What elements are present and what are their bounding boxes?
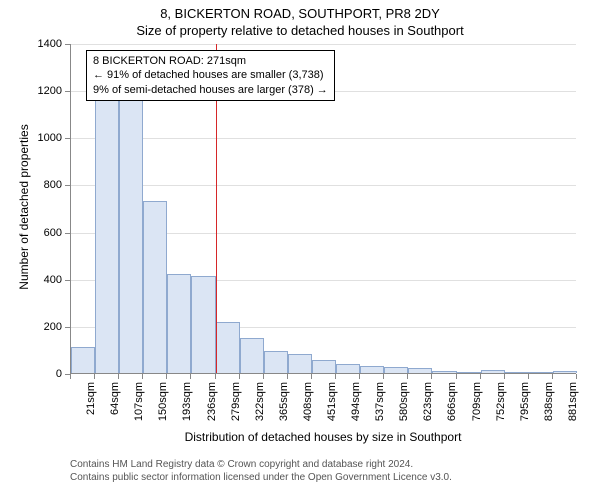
histogram-bar: [457, 372, 481, 373]
ytick-label: 1400: [30, 38, 62, 50]
histogram-bar: [553, 371, 577, 373]
xtick-label: 150sqm: [157, 382, 169, 432]
ytick-mark: [65, 138, 70, 139]
chart-subtitle: Size of property relative to detached ho…: [0, 21, 600, 38]
annotation-box: 8 BICKERTON ROAD: 271sqm ← 91% of detach…: [86, 50, 335, 101]
histogram-bar: [481, 370, 505, 373]
xtick-mark: [190, 374, 191, 379]
ytick-label: 0: [30, 368, 62, 380]
ytick-label: 800: [30, 179, 62, 191]
gridline: [71, 185, 576, 186]
xtick-label: 193sqm: [181, 382, 193, 432]
histogram-bar: [360, 366, 384, 373]
xtick-mark: [456, 374, 457, 379]
xtick-mark: [431, 374, 432, 379]
footer: Contains HM Land Registry data © Crown c…: [70, 458, 452, 484]
histogram-bar: [336, 364, 360, 373]
xtick-mark: [70, 374, 71, 379]
xtick-mark: [528, 374, 529, 379]
histogram-bar: [240, 338, 264, 373]
xtick-mark: [480, 374, 481, 379]
ytick-label: 200: [30, 321, 62, 333]
xtick-mark: [383, 374, 384, 379]
xtick-label: 666sqm: [446, 382, 458, 432]
chart-container: { "title": "8, BICKERTON ROAD, SOUTHPORT…: [0, 0, 600, 500]
footer-line-2: Contains public sector information licen…: [70, 471, 452, 484]
xtick-mark: [142, 374, 143, 379]
histogram-bar: [216, 322, 240, 373]
xtick-mark: [118, 374, 119, 379]
xtick-mark: [94, 374, 95, 379]
histogram-bar: [288, 354, 312, 373]
chart-title: 8, BICKERTON ROAD, SOUTHPORT, PR8 2DY: [0, 0, 600, 21]
histogram-bar: [119, 100, 143, 373]
ytick-label: 1000: [30, 132, 62, 144]
xtick-mark: [576, 374, 577, 379]
xtick-mark: [239, 374, 240, 379]
annotation-line-1: 8 BICKERTON ROAD: 271sqm: [93, 54, 328, 68]
xtick-mark: [166, 374, 167, 379]
histogram-bar: [529, 372, 553, 373]
gridline: [71, 44, 576, 45]
x-axis-label: Distribution of detached houses by size …: [70, 430, 576, 444]
footer-line-1: Contains HM Land Registry data © Crown c…: [70, 458, 452, 471]
xtick-label: 881sqm: [567, 382, 579, 432]
xtick-label: 64sqm: [109, 382, 121, 432]
ytick-mark: [65, 185, 70, 186]
xtick-label: 709sqm: [471, 382, 483, 432]
xtick-label: 838sqm: [543, 382, 555, 432]
xtick-mark: [287, 374, 288, 379]
annotation-line-3: 9% of semi-detached houses are larger (3…: [93, 83, 328, 97]
ytick-label: 400: [30, 274, 62, 286]
y-axis-label: Number of detached properties: [17, 117, 31, 297]
histogram-bar: [505, 372, 529, 373]
histogram-bar: [191, 276, 215, 373]
xtick-label: 279sqm: [230, 382, 242, 432]
histogram-bar: [432, 371, 456, 373]
xtick-label: 537sqm: [374, 382, 386, 432]
histogram-bar: [95, 100, 119, 373]
xtick-label: 21sqm: [85, 382, 97, 432]
xtick-mark: [215, 374, 216, 379]
xtick-mark: [311, 374, 312, 379]
ytick-label: 600: [30, 227, 62, 239]
xtick-mark: [407, 374, 408, 379]
xtick-label: 623sqm: [422, 382, 434, 432]
xtick-label: 107sqm: [133, 382, 145, 432]
xtick-label: 494sqm: [350, 382, 362, 432]
histogram-bar: [167, 274, 191, 373]
ytick-mark: [65, 280, 70, 281]
xtick-label: 752sqm: [495, 382, 507, 432]
xtick-label: 795sqm: [519, 382, 531, 432]
xtick-label: 451sqm: [326, 382, 338, 432]
histogram-bar: [71, 347, 95, 373]
xtick-label: 365sqm: [278, 382, 290, 432]
histogram-bar: [143, 201, 167, 373]
gridline: [71, 138, 576, 139]
xtick-mark: [504, 374, 505, 379]
annotation-line-2: ← 91% of detached houses are smaller (3,…: [93, 68, 328, 82]
xtick-label: 322sqm: [254, 382, 266, 432]
ytick-mark: [65, 44, 70, 45]
histogram-bar: [384, 367, 408, 373]
ytick-mark: [65, 327, 70, 328]
histogram-bar: [264, 351, 288, 373]
xtick-mark: [335, 374, 336, 379]
xtick-label: 580sqm: [398, 382, 410, 432]
xtick-label: 408sqm: [302, 382, 314, 432]
ytick-label: 1200: [30, 85, 62, 97]
xtick-mark: [263, 374, 264, 379]
xtick-mark: [359, 374, 360, 379]
histogram-bar: [408, 368, 432, 373]
ytick-mark: [65, 91, 70, 92]
ytick-mark: [65, 233, 70, 234]
xtick-label: 236sqm: [206, 382, 218, 432]
histogram-bar: [312, 360, 336, 373]
xtick-mark: [552, 374, 553, 379]
